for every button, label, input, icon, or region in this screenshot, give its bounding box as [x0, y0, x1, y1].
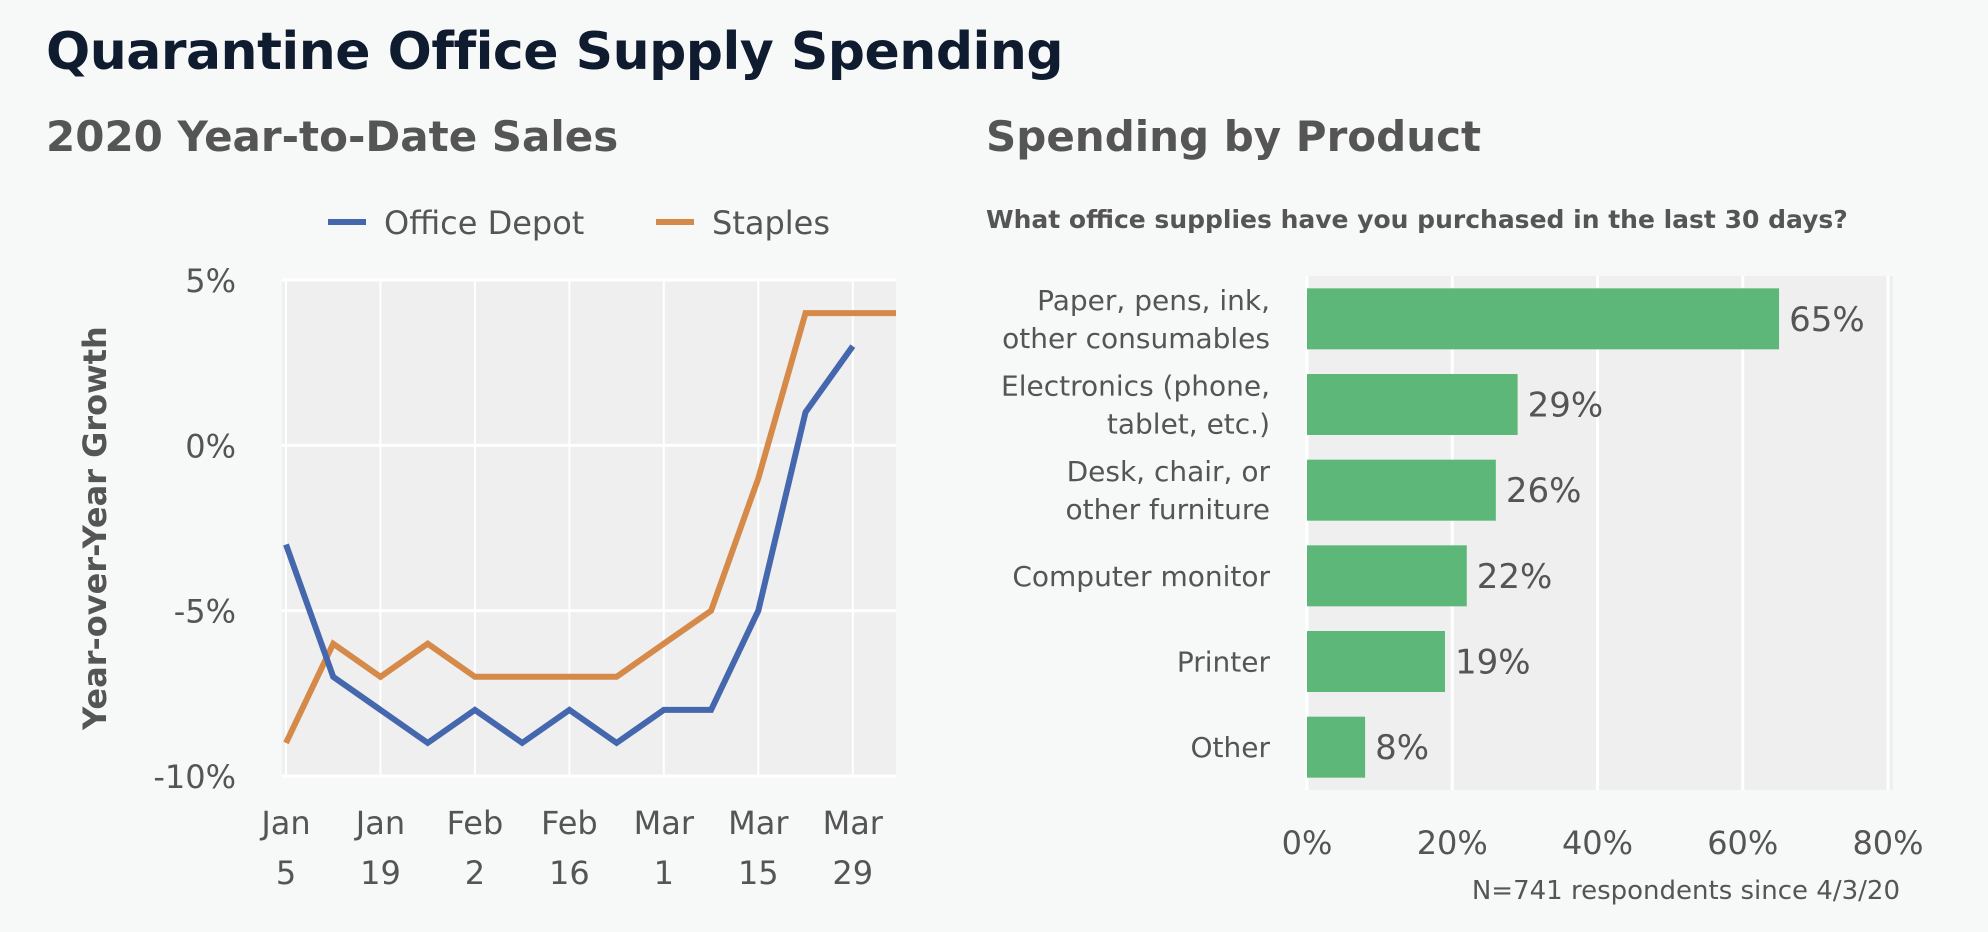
line-chart-panel — [282, 280, 896, 776]
page-title: Quarantine Office Supply Spending — [46, 22, 1064, 82]
bar-x-tick-label: 60% — [1707, 824, 1778, 862]
bar-category-labels: Paper, pens, ink, other consumables Electr… — [1001, 284, 1270, 764]
y-axis-label: Year-over-Year Growth — [76, 326, 114, 731]
x-axis-ticks: Jan 5 Jan 19 Feb 2 Feb 16 Mar 1 Mar 15 Mar 29 — [259, 804, 883, 892]
bar-chart-panel — [1307, 276, 1893, 790]
bar-chart: 0% 20% 40% 60% 80% Paper, pens, ink, other co… — [1001, 276, 1924, 862]
bar-chart-gridlines — [1305, 276, 1890, 790]
line-series-staples — [283, 310, 896, 745]
x-tick-label-day: 5 — [276, 854, 296, 892]
x-tick-label-month: Jan — [354, 804, 405, 842]
y-tick-label: -5% — [174, 593, 236, 631]
bar-category-label: other consumables — [1002, 322, 1270, 355]
bar — [1307, 545, 1467, 607]
bar — [1307, 716, 1366, 778]
bar-category-label: Desk, chair, or — [1067, 455, 1271, 488]
legend-label-office-depot: Office Depot — [384, 204, 584, 242]
bar-value-label: 19% — [1455, 643, 1531, 683]
bar-x-axis-ticks: 0% 20% 40% 60% 80% — [1282, 824, 1924, 862]
bar — [1307, 288, 1780, 350]
bar-x-tick-label: 80% — [1852, 824, 1923, 862]
x-tick-label-month: Jan — [259, 804, 310, 842]
x-tick-label-month: Feb — [541, 804, 598, 842]
bar-group — [1307, 288, 1780, 778]
x-tick-label-day: 19 — [360, 854, 401, 892]
bar-category-label: Paper, pens, ink, — [1037, 284, 1270, 317]
line-series-office-depot — [283, 344, 856, 747]
bar-category-label: tablet, etc.) — [1107, 408, 1270, 441]
bar-x-tick-label: 0% — [1282, 824, 1333, 862]
x-tick-label-day: 16 — [549, 854, 590, 892]
y-tick-label: 0% — [185, 427, 236, 465]
x-tick-label-month: Mar — [728, 804, 789, 842]
bar-category-label: Computer monitor — [1012, 560, 1270, 593]
bar-x-tick-label: 40% — [1562, 824, 1633, 862]
line-chart: Office Depot Staples Year-over-Year Grow… — [76, 204, 896, 892]
bar — [1307, 631, 1445, 692]
line-chart-gridlines — [282, 278, 896, 778]
footnote: N=741 respondents since 4/3/20 — [1471, 876, 1900, 906]
bar-value-labels: 65% 29% 26% 22% 19% 8% — [1375, 300, 1865, 768]
y-tick-label: -10% — [153, 758, 236, 796]
x-tick-label-day: 2 — [465, 854, 485, 892]
bar-x-tick-label: 20% — [1417, 824, 1488, 862]
bar-value-label: 22% — [1477, 557, 1553, 597]
bar-category-label: Other — [1190, 731, 1270, 764]
bar-value-label: 26% — [1506, 471, 1582, 511]
x-tick-label-day: 29 — [832, 854, 873, 892]
bar — [1307, 459, 1496, 521]
bar-value-label: 8% — [1375, 728, 1429, 768]
bar-chart-subtitle: What office supplies have you purchased … — [986, 205, 1848, 234]
bar-category-label: Printer — [1177, 646, 1271, 679]
y-axis-ticks: 5% 0% -5% -10% — [153, 262, 236, 796]
bar-value-label: 65% — [1789, 300, 1865, 340]
line-series-group — [283, 310, 896, 747]
line-chart-title: 2020 Year-to-Date Sales — [46, 112, 619, 161]
x-tick-label-month: Feb — [447, 804, 504, 842]
line-chart-legend: Office Depot Staples — [328, 204, 830, 242]
x-tick-label-day: 1 — [654, 854, 674, 892]
y-tick-label: 5% — [185, 262, 236, 300]
bar — [1307, 374, 1518, 435]
legend-label-staples: Staples — [712, 204, 830, 242]
bar-chart-title: Spending by Product — [986, 112, 1482, 161]
x-tick-label-month: Mar — [634, 804, 695, 842]
x-tick-label-month: Mar — [823, 804, 884, 842]
bar-category-label: Electronics (phone, — [1001, 370, 1270, 403]
x-tick-label-day: 15 — [738, 854, 779, 892]
bar-value-label: 29% — [1528, 386, 1604, 426]
bar-category-label: other furniture — [1066, 493, 1271, 526]
